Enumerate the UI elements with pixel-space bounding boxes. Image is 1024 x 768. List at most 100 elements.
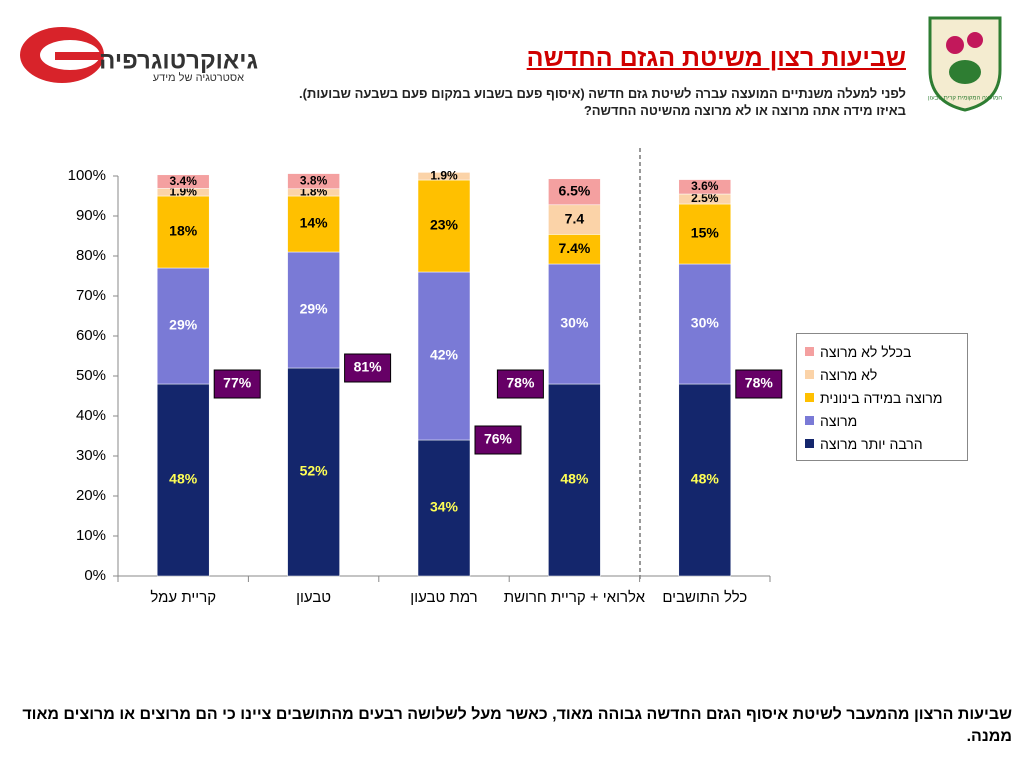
y-tick-label: 60% <box>76 327 106 344</box>
callout-label: 77% <box>223 375 252 391</box>
callout-label: 81% <box>354 359 383 375</box>
total-callout: 78% <box>735 369 783 399</box>
y-tick-label: 30% <box>76 447 106 464</box>
data-label: 42% <box>430 347 459 363</box>
y-tick-label: 20% <box>76 487 106 504</box>
y-tick-label: 10% <box>76 527 106 544</box>
data-label: 3.8% <box>300 173 328 187</box>
x-tick-label: טבעון <box>296 589 331 606</box>
legend-swatch <box>805 393 814 402</box>
data-label: 3.6% <box>691 179 719 193</box>
callout-label: 78% <box>506 375 535 391</box>
legend-item: לא מרוצה <box>805 363 959 386</box>
bar-segment <box>287 251 340 369</box>
data-label: 30% <box>691 315 720 331</box>
callout-label: 76% <box>484 431 513 447</box>
bar-segment <box>548 234 601 265</box>
emblem-text: המועצה המקומית קרית טבעון <box>928 96 1002 102</box>
legend-label: לא מרוצה <box>820 366 878 383</box>
emblem-leaf <box>949 60 981 84</box>
data-label: 14% <box>300 215 329 231</box>
logo-left: גיאוקרטוגרפיה אסטרטגיה של מידע <box>20 27 258 84</box>
data-label: 30% <box>560 315 589 331</box>
data-label: 2.5% <box>691 191 719 205</box>
data-label: 7.4 <box>565 210 585 226</box>
legend-label: הרבה יותר מרוצה <box>820 435 923 452</box>
data-label: 3.4% <box>170 174 198 188</box>
y-tick-label: 40% <box>76 407 106 424</box>
data-label: 29% <box>300 301 329 317</box>
total-callout: 77% <box>213 369 261 399</box>
bar-segment <box>417 179 471 273</box>
total-callout: 76% <box>474 425 522 455</box>
legend-label: בכלל לא מרוצה <box>820 343 912 360</box>
x-tick-label: כלל התושבים <box>662 589 747 606</box>
logo-right: המועצה המקומית קרית טבעון <box>928 16 1002 112</box>
bar-segment <box>287 367 340 577</box>
y-tick-label: 80% <box>76 247 106 264</box>
bar-segment <box>678 179 732 195</box>
data-label: 48% <box>691 471 720 487</box>
bar-segment <box>417 172 471 181</box>
data-label: 34% <box>430 499 459 515</box>
x-tick-label: רמת טבעון <box>410 589 477 606</box>
legend-item: מרוצה <box>805 409 959 432</box>
data-label: 6.5% <box>558 183 590 199</box>
x-tick-label: אלרואי + קריית חרושת <box>504 589 646 606</box>
bar-segment <box>156 174 210 189</box>
legend-item: הרבה יותר מרוצה <box>805 432 959 455</box>
callout-box <box>213 369 261 399</box>
legend: בכלל לא מרוצה לא מרוצה מרוצה במידה בינונית… <box>796 333 968 461</box>
legend-swatch <box>805 439 814 448</box>
bar-segment <box>156 267 210 385</box>
y-tick-label: 90% <box>76 207 106 224</box>
bar-segment <box>156 195 210 269</box>
y-tick-label: 70% <box>76 287 106 304</box>
subtitle: באיזו מידה אתה מרוצה או לא מרוצה מהשיטה … <box>583 103 906 118</box>
callout-box <box>496 369 544 399</box>
data-label: 18% <box>169 223 198 239</box>
data-label: 23% <box>430 217 459 233</box>
bar-segment <box>678 203 732 265</box>
bar-segment <box>548 383 601 577</box>
data-label: 29% <box>169 317 198 333</box>
callout-box <box>344 353 392 383</box>
callout-box <box>474 425 522 455</box>
logo-mark <box>55 52 103 60</box>
total-callout: 78% <box>496 369 544 399</box>
data-label: 7.4% <box>558 240 590 256</box>
bar-segment <box>287 195 340 253</box>
legend-swatch <box>805 370 814 379</box>
data-label: 52% <box>300 463 329 479</box>
logo-name: גיאוקרטוגרפיה <box>99 47 258 74</box>
footer-note: שביעות הרצון מהמעבר לשיטת איסוף הגזם החד… <box>22 706 1012 745</box>
y-tick-label: 0% <box>84 567 106 584</box>
bar-segment <box>548 263 601 385</box>
callout-label: 78% <box>745 375 774 391</box>
legend-label: מרוצה במידה בינונית <box>820 389 943 406</box>
bar-segment <box>156 383 210 577</box>
emblem-flower <box>967 32 983 48</box>
total-callout: 81% <box>344 353 392 383</box>
legend-item: מרוצה במידה בינונית <box>805 386 959 409</box>
data-label: 1.9% <box>430 168 458 182</box>
legend-swatch <box>805 416 814 425</box>
logo-tagline: אסטרטגיה של מידע <box>153 71 244 84</box>
bar-segment <box>287 173 340 190</box>
data-label: 48% <box>169 471 198 487</box>
callout-box <box>735 369 783 399</box>
legend-swatch <box>805 347 814 356</box>
y-tick-label: 50% <box>76 367 106 384</box>
emblem-flower <box>946 36 964 54</box>
data-label: 48% <box>560 471 589 487</box>
bar-segment <box>417 271 471 441</box>
subtitle: לפני למעלה משנתיים המועצה עברה לשיטת גזם… <box>299 86 906 101</box>
title: שביעות רצון משיטת הגזם החדשה <box>526 44 906 72</box>
x-tick-label: קריית עמל <box>150 589 216 606</box>
legend-label: מרוצה <box>820 412 858 429</box>
legend-item: בכלל לא מרוצה <box>805 340 959 363</box>
bar-segment <box>417 439 471 577</box>
bar-segment <box>678 263 732 385</box>
